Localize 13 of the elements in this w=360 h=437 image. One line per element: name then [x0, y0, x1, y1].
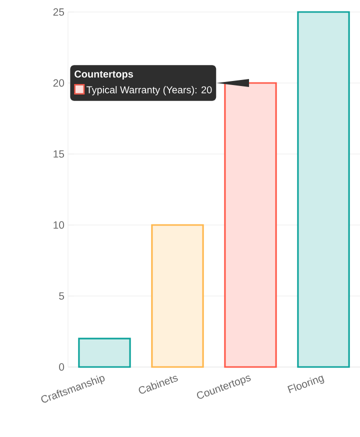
y-tick-label: 5 [59, 292, 64, 300]
y-tick-label: 15 [54, 150, 64, 158]
bar [78, 338, 131, 368]
y-tick-label: 0 [59, 363, 64, 371]
bar [151, 224, 204, 368]
annotation: Typical Warranty (Years): 20 [86, 86, 212, 96]
y-tick-label: 20 [53, 79, 64, 87]
x-tick-label: Flooring [288, 376, 324, 394]
y-tick-label: 10 [54, 221, 64, 229]
y-tick-label: 25 [53, 8, 64, 16]
bar [224, 82, 277, 368]
bar [297, 11, 350, 368]
annotation: Countertops [74, 70, 134, 80]
